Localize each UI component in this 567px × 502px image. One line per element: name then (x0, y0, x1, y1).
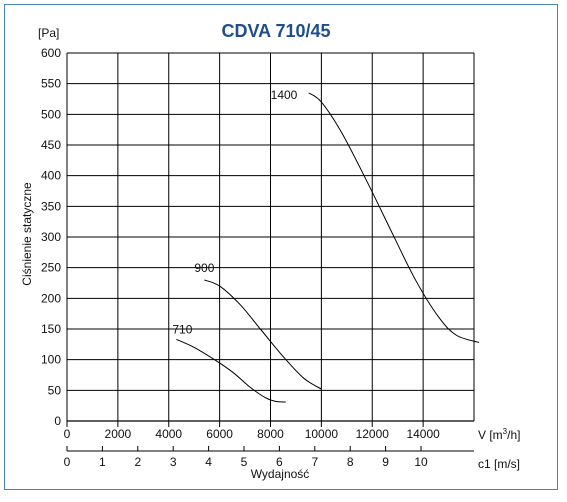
x-tick-label: 2000 (105, 427, 132, 441)
series-curve-710 (176, 338, 286, 403)
x2-unit-label: c1 [m/s] (478, 457, 520, 471)
x-unit-main: V [m (478, 428, 503, 442)
x2-tick-label: 0 (64, 455, 71, 469)
y-tick-label: 300 (41, 230, 61, 244)
x-tick-label: 0 (64, 427, 71, 441)
x-tick-label: 10000 (305, 427, 339, 441)
x2-tick-label: 4 (205, 455, 212, 469)
y-tick-label: 600 (41, 46, 61, 60)
series-label-1400: 1400 (271, 88, 298, 102)
y-tick-label: 0 (54, 414, 61, 428)
y-tick-label: 350 (41, 199, 61, 213)
x2-tick-label: 7 (311, 455, 318, 469)
grid (66, 52, 475, 452)
series-curve-1400 (308, 92, 480, 343)
series-layer: 710 900 1400 (172, 88, 480, 403)
y-tick-label: 400 (41, 169, 61, 183)
y-tick-label: 450 (41, 138, 61, 152)
y-unit-label: [Pa] (38, 26, 59, 40)
y-tick-label: 150 (41, 322, 61, 336)
y-axis-label: Ciśnienie statyczne (20, 182, 34, 286)
x-tick-label: 14000 (406, 427, 440, 441)
x2-tick-label: 1 (99, 455, 106, 469)
x-unit-sup: 3 (503, 427, 508, 436)
x2-tick-label: 5 (241, 455, 248, 469)
chart-title: CDVA 710/45 (221, 21, 330, 41)
y-tick-label: 550 (41, 77, 61, 91)
y-tick-label: 250 (41, 261, 61, 275)
x2-tick-label: 8 (347, 455, 354, 469)
y-tick-label: 500 (41, 107, 61, 121)
x-unit-label: V [m3/h] (478, 427, 520, 442)
chart-frame (4, 4, 558, 490)
x2-tick-label: 10 (414, 455, 428, 469)
series-label-900: 900 (194, 261, 214, 275)
x2-tick-label: 3 (170, 455, 177, 469)
x2-tick-label: 2 (134, 455, 141, 469)
x-tick-label: 6000 (206, 427, 233, 441)
series-label-710: 710 (172, 322, 192, 336)
y-tick-label: 100 (41, 353, 61, 367)
y-tick-label: 200 (41, 291, 61, 305)
x-unit-suffix: /h] (507, 428, 520, 442)
x2-tick-label: 6 (276, 455, 283, 469)
y-tick-label: 50 (48, 383, 62, 397)
x-tick-label: 4000 (155, 427, 182, 441)
x-tick-label: 8000 (257, 427, 284, 441)
x-axis-label: Wydajność (251, 467, 310, 481)
series-curve-900 (204, 279, 322, 390)
x-tick-label: 12000 (356, 427, 390, 441)
x2-tick-label: 9 (382, 455, 389, 469)
